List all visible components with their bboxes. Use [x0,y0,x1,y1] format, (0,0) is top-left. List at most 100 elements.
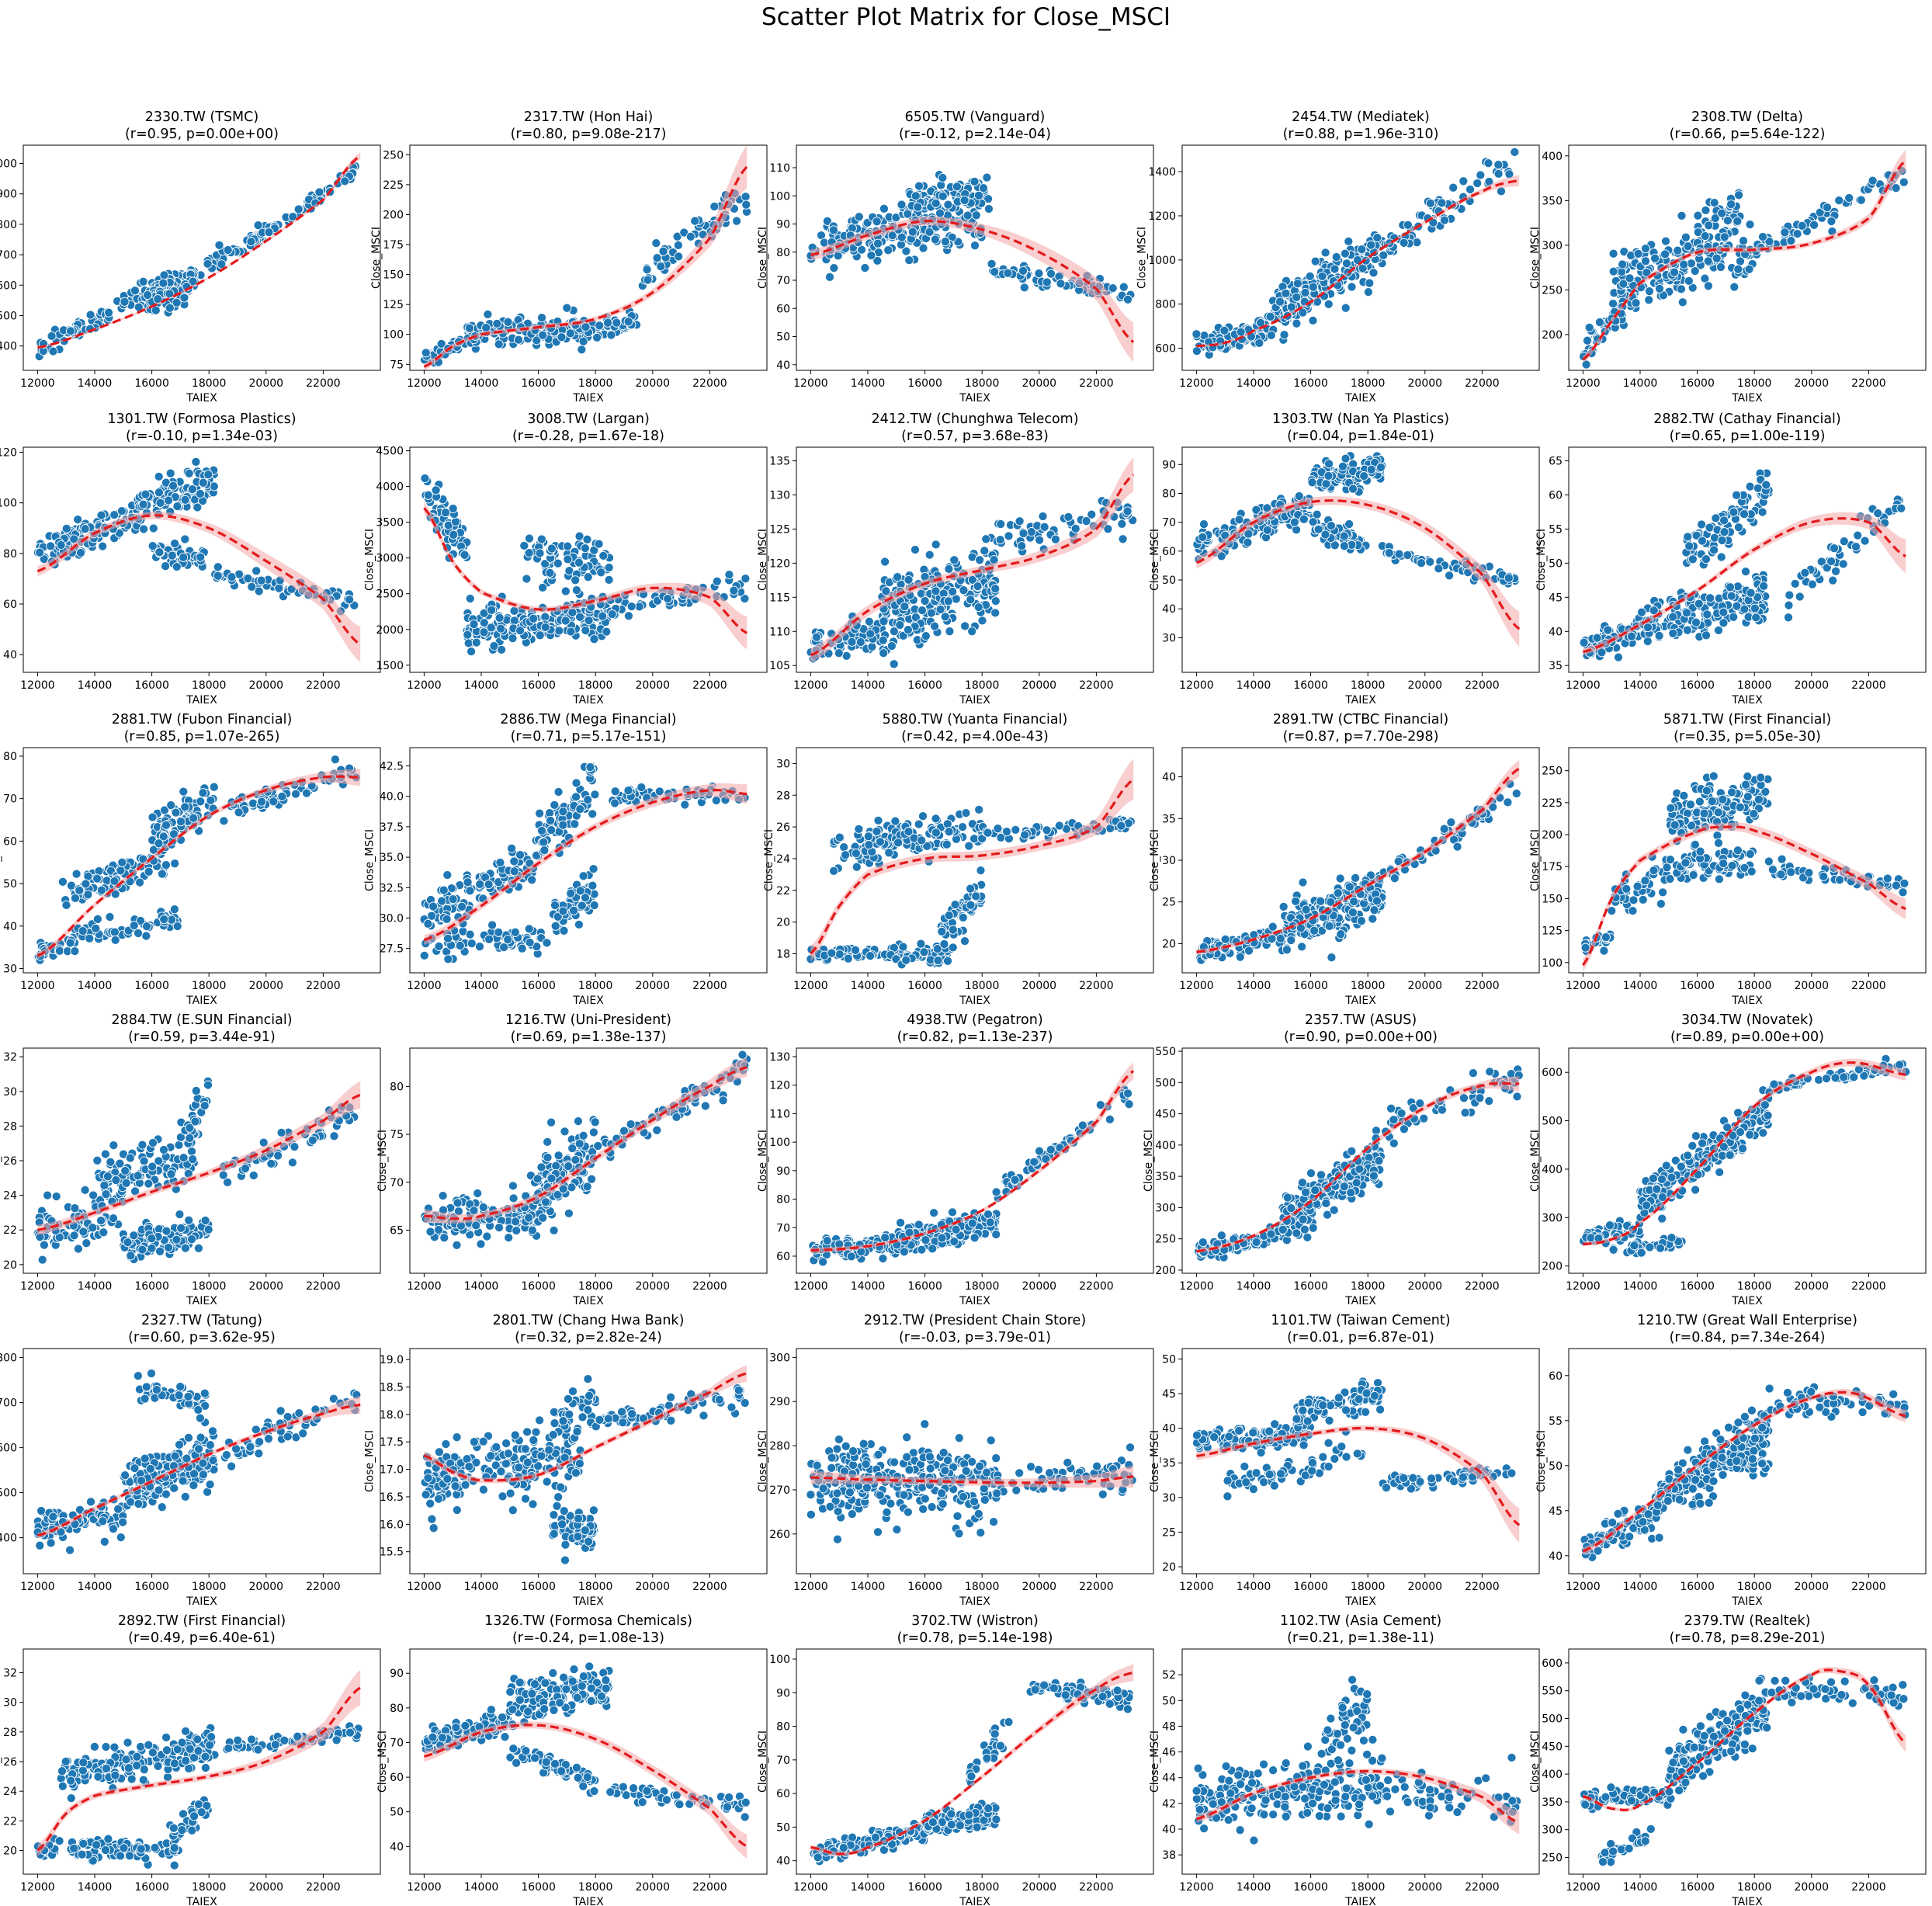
data-point [852,862,862,872]
data-point [950,900,960,910]
data-point [463,877,473,887]
data-point [487,605,497,615]
data-point [1579,637,1589,647]
data-point [209,782,219,792]
data-point [1198,519,1209,529]
data-point [865,951,876,961]
data-point [1856,195,1866,205]
data-point [130,286,140,296]
y-axis-label: Close_MSCI [1136,227,1148,289]
data-point [581,625,591,636]
data-point [1868,175,1878,186]
data-point [532,335,542,345]
data-point [931,198,941,208]
y-tick-label: 80 [776,247,790,259]
data-point [1783,613,1794,623]
data-point [243,573,253,584]
panel-subtitle: (r=0.04, p=1.84e-01) [1287,429,1434,444]
data-point [35,547,45,557]
data-point [690,216,700,226]
data-point [193,502,203,512]
data-point [442,870,453,880]
data-point [973,582,983,592]
data-point [161,820,171,830]
data-point [474,942,485,952]
data-point [931,540,941,550]
data-point [917,835,927,845]
data-point [1640,256,1651,266]
y-axis-label: Close_MSCI [0,829,2,891]
data-point [109,927,120,937]
x-tick-label: 16000 [907,377,942,390]
data-point [314,187,324,197]
data-point [448,894,458,904]
plot-area [33,755,361,965]
panel: 2886.TW (Mega Financial)(r=0.71, p=5.17e… [363,712,768,1007]
data-point [274,583,284,593]
data-point [741,574,751,584]
plot-area [1578,149,1909,370]
data-point [895,620,905,630]
data-point [213,571,223,581]
data-point [508,634,518,644]
x-tick-label: 14000 [851,377,886,390]
data-point [464,323,474,333]
data-point [434,941,444,951]
data-point [1792,229,1802,239]
data-point [1668,628,1678,638]
data-point [952,182,962,192]
data-point [924,550,935,560]
data-point [626,602,636,612]
data-point [558,906,568,916]
plot-area [806,759,1136,970]
data-point [536,534,546,544]
data-point [558,807,568,817]
data-point [897,200,907,210]
data-point [546,815,556,825]
data-point [1403,220,1413,230]
data-point [539,845,550,856]
y-tick-label: 1500 [376,660,404,672]
data-point [553,786,564,797]
data-point [926,608,936,618]
data-point [913,202,923,212]
y-tick-label: 150 [383,269,404,282]
y-tick-label: 60 [3,835,17,848]
data-point [1739,509,1750,519]
data-point [1750,603,1760,613]
data-point [1669,267,1680,277]
data-point [822,216,832,226]
y-tick-label: 110 [769,162,790,175]
y-tick-label: 50 [3,878,17,891]
x-tick-label: 20000 [249,679,284,692]
data-point [562,303,572,313]
data-point [1015,516,1025,526]
x-tick-label: 22000 [1465,377,1500,390]
x-tick-label: 22000 [1851,377,1886,390]
data-point [924,227,935,237]
data-point [254,586,264,596]
data-point [1618,259,1628,269]
data-point [578,871,588,881]
data-point [1711,513,1721,523]
x-tick-label: 18000 [965,377,1000,390]
panel: 2308.TW (Delta)(r=0.66, p=5.64e-122)1200… [1529,109,1927,404]
data-point [1042,277,1052,287]
data-point [897,232,907,242]
data-point [583,795,593,805]
data-point [1504,573,1514,583]
y-tick-label: 125 [383,299,404,311]
data-point [172,502,182,512]
data-point [966,595,976,605]
data-point [595,321,605,331]
y-tick-label: 200 [1542,329,1563,342]
data-point [958,912,968,922]
panel-subtitle: (r=0.65, p=1.00e-119) [1670,429,1826,444]
data-point [1365,278,1375,288]
data-point [980,546,990,556]
data-point [116,866,126,876]
data-point [1330,264,1340,274]
fit-line [1196,179,1520,348]
x-tick-label: 18000 [965,679,1000,692]
